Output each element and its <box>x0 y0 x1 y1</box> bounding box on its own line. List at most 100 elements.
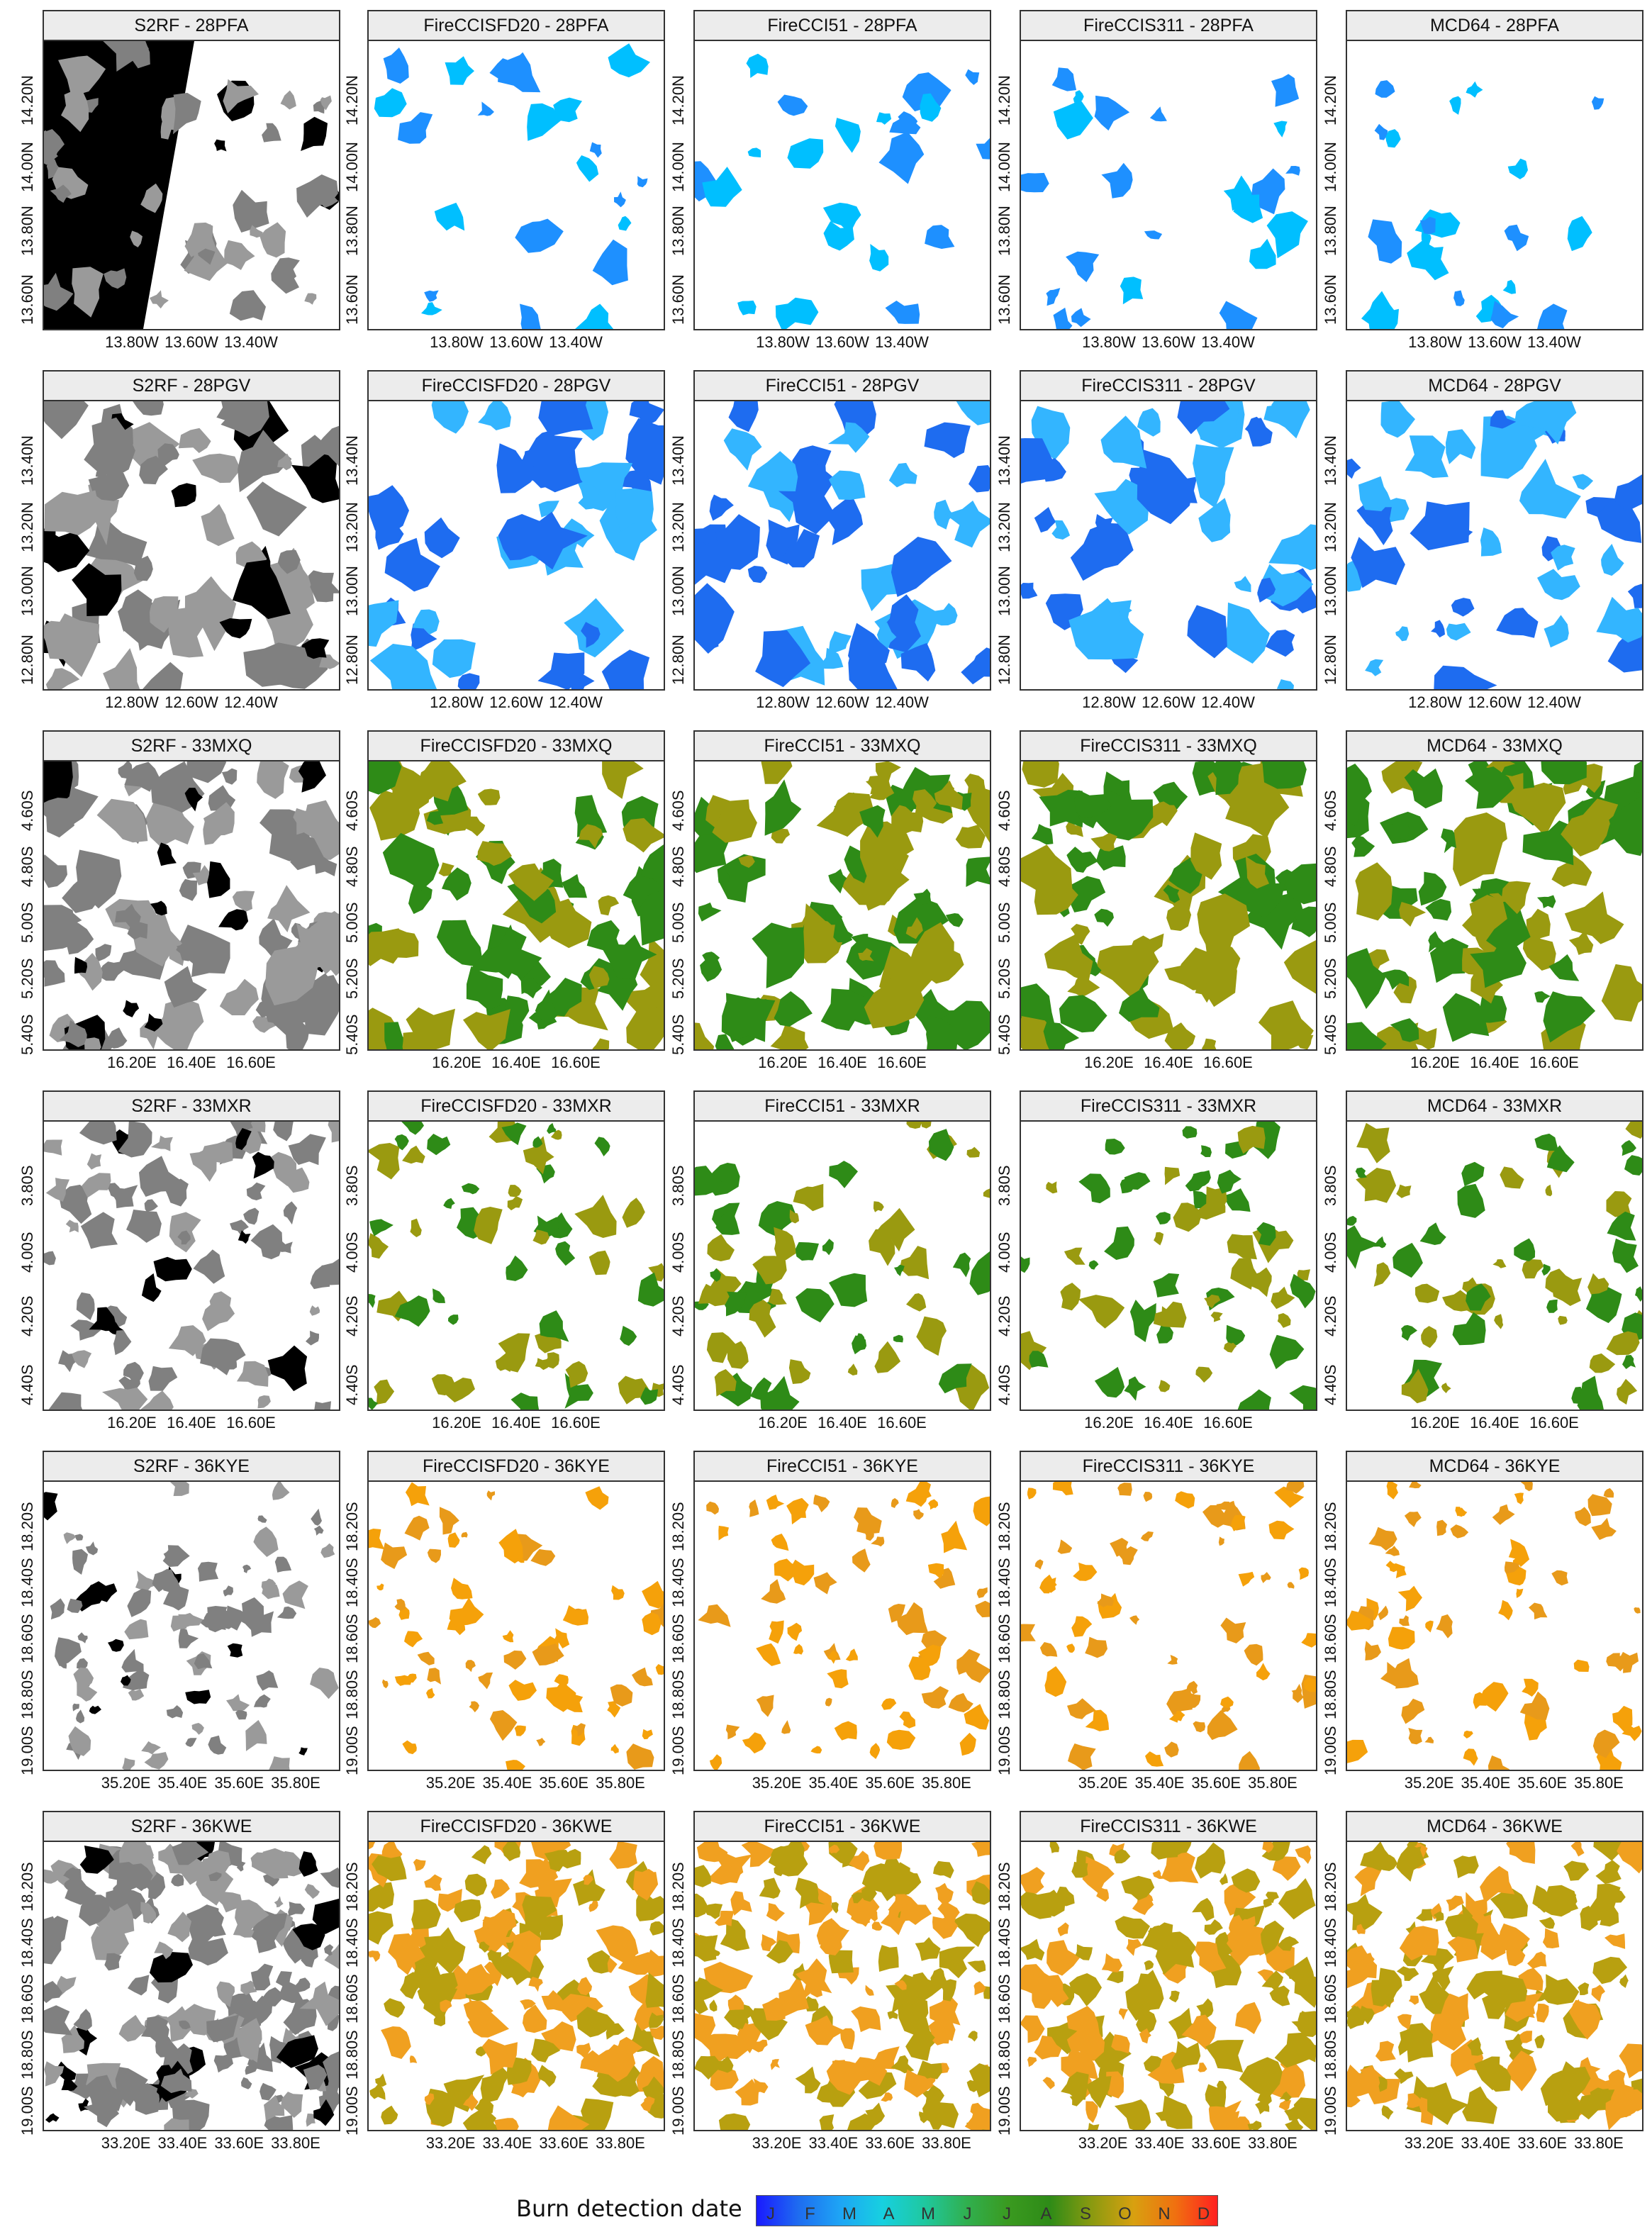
burned-patch <box>206 2014 240 2043</box>
burned-patch <box>1368 219 1402 264</box>
burned-patch <box>1635 1286 1642 1302</box>
burned-patch <box>516 1556 525 1563</box>
burned-patch <box>1043 1022 1080 1049</box>
burned-patch <box>589 142 602 158</box>
burned-patch <box>449 1597 484 1626</box>
map-frame <box>693 401 991 691</box>
burned-patch <box>1200 1145 1212 1157</box>
burned-patch <box>131 906 182 967</box>
burned-patch <box>1424 1736 1434 1743</box>
burned-patch <box>413 1965 449 2004</box>
burned-patch <box>649 2026 664 2041</box>
burned-patch <box>277 453 292 471</box>
burned-patch <box>1293 2097 1316 2130</box>
burned-patch <box>76 1292 95 1320</box>
burned-patch <box>709 494 734 521</box>
burned-patch <box>121 1648 144 1673</box>
burned-patch <box>881 2092 893 2102</box>
burned-patch <box>1356 499 1393 545</box>
burned-patch <box>940 1979 957 2002</box>
panel-title: FireCCIS311 - 36KYE <box>1020 1451 1317 1482</box>
burned-patch <box>1177 401 1230 435</box>
burned-patch <box>1612 1238 1639 1273</box>
y-tick-label: 4.60S <box>343 790 361 831</box>
burned-patch <box>1399 1615 1410 1626</box>
burned-patch <box>140 1390 174 1410</box>
burned-patch <box>1164 1166 1181 1185</box>
burned-patch <box>770 1024 809 1049</box>
y-tick-label: 14.20N <box>1322 75 1339 126</box>
burned-patch <box>1364 1641 1381 1661</box>
panel-title: FireCCI51 - 28PFA <box>693 10 991 41</box>
burned-patch <box>1381 2105 1394 2120</box>
burned-patch <box>1509 1842 1536 1864</box>
burned-patch <box>1619 1651 1639 1673</box>
burned-patch <box>530 1548 556 1566</box>
y-tick-label: 13.20N <box>995 501 1013 552</box>
x-tick-label: 16.60E <box>226 1054 276 1071</box>
burned-patch <box>394 1134 409 1151</box>
burned-patch <box>1614 474 1642 512</box>
burned-patch <box>1195 1366 1213 1383</box>
burned-patch <box>44 129 65 162</box>
burned-patch <box>941 1520 968 1553</box>
y-tick-label: 4.80S <box>343 846 361 887</box>
burned-patch <box>594 1137 610 1156</box>
burned-patch <box>1097 1593 1115 1607</box>
burned-patch <box>72 563 122 616</box>
burned-patch <box>1266 211 1308 259</box>
burned-patch <box>1044 934 1093 983</box>
burned-patch <box>1498 1600 1513 1621</box>
burned-patch <box>1246 418 1273 447</box>
burned-patch <box>535 989 558 1025</box>
burned-patch <box>1271 401 1310 439</box>
map-panel: FireCCI51 - 36KWE <box>693 1811 991 2131</box>
y-tick-label: 18.40S <box>669 1918 687 1968</box>
x-tick-label: 16.40E <box>1470 1054 1519 1071</box>
burned-patch <box>933 1568 956 1589</box>
burned-patch <box>427 1668 441 1685</box>
burned-patch <box>1501 881 1531 915</box>
burned-patch <box>1368 308 1399 329</box>
map-frame <box>367 761 665 1051</box>
burned-patch <box>1182 1126 1198 1139</box>
y-tick-label: 19.00S <box>18 1726 36 1776</box>
burned-patch <box>1291 2018 1309 2034</box>
burned-patch <box>1244 1643 1263 1666</box>
burned-patch <box>1534 2034 1545 2048</box>
burned-patch <box>706 1858 744 1885</box>
burned-patch <box>1427 2082 1469 2126</box>
burned-patch <box>820 1923 849 1955</box>
burned-patch <box>573 1869 605 1906</box>
burned-patch <box>1504 224 1529 252</box>
burned-patch <box>1211 761 1243 796</box>
x-tick-label: 33.40E <box>157 2134 208 2152</box>
burned-patch <box>298 1747 308 1756</box>
burned-patch <box>1205 2084 1227 2107</box>
burned-patch <box>243 1207 259 1225</box>
burned-patch <box>104 268 127 289</box>
y-tick-label: 12.80N <box>995 635 1013 685</box>
burned-patch <box>737 300 757 316</box>
burned-patch <box>1373 1236 1387 1249</box>
burned-patch <box>766 1495 785 1510</box>
burned-patch <box>1592 1956 1628 1985</box>
burned-patch <box>1452 1312 1486 1346</box>
burned-patch <box>89 1581 118 1602</box>
x-tick-label: 33.20E <box>1404 2134 1454 2152</box>
burned-patch <box>508 1680 537 1701</box>
burned-patch <box>1152 1870 1163 1880</box>
burned-patch <box>575 303 614 329</box>
burned-patch <box>296 174 338 218</box>
burned-patch <box>1237 1389 1271 1410</box>
y-tick-label: 4.40S <box>18 1364 36 1406</box>
burned-patch <box>1066 251 1100 282</box>
burned-patch <box>702 951 720 964</box>
burned-patch <box>695 583 735 654</box>
map-frame <box>693 1482 991 1771</box>
burned-patch <box>1442 1290 1470 1312</box>
burned-patch <box>510 1392 540 1410</box>
burned-patch <box>632 1667 653 1687</box>
burned-patch <box>448 1315 459 1325</box>
map-frame <box>1346 1842 1643 2131</box>
